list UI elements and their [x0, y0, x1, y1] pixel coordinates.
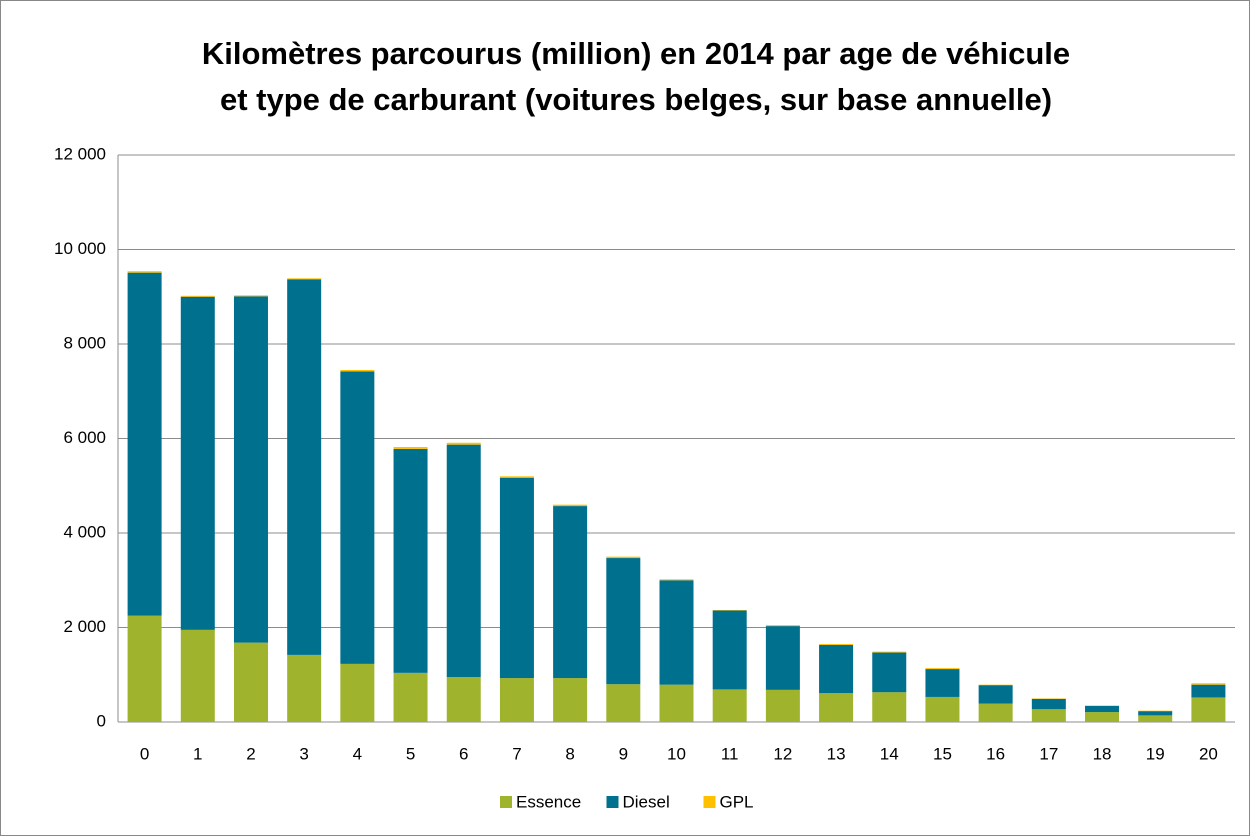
x-tick-label: 13	[827, 744, 846, 763]
bar-segment	[765, 689, 800, 722]
bar-segment	[872, 652, 907, 693]
bar-segment	[819, 644, 854, 694]
bar-segment	[978, 703, 1013, 722]
bar-segment	[233, 642, 268, 722]
bar-segment	[180, 296, 215, 630]
x-tick-label: 19	[1146, 744, 1165, 763]
bar-segment	[393, 447, 428, 449]
bar-segment	[340, 663, 375, 722]
bar-segment	[712, 610, 747, 690]
x-tick-label: 9	[619, 744, 628, 763]
bar-segment	[180, 295, 215, 297]
x-tick-label: 18	[1093, 744, 1112, 763]
bar-segment	[1085, 705, 1120, 713]
y-tick-label: 0	[97, 711, 106, 730]
x-tick-label: 20	[1199, 744, 1218, 763]
bar-segment	[978, 685, 1013, 704]
bar-segment	[1138, 715, 1173, 722]
x-tick-label: 5	[406, 744, 415, 763]
bar-segment	[233, 296, 268, 643]
bar-segment	[1031, 709, 1066, 722]
bar-segment	[712, 689, 747, 722]
x-tick-label: 7	[512, 744, 521, 763]
x-tick-label: 15	[933, 744, 952, 763]
bar-segment	[287, 654, 322, 722]
bar-segment	[1191, 684, 1226, 698]
bar-segment	[1085, 712, 1120, 722]
bar-segment	[872, 651, 907, 653]
bar-segment	[606, 684, 641, 722]
bar-segment	[1191, 683, 1226, 685]
x-tick-label: 2	[246, 744, 255, 763]
y-tick-label: 10 000	[54, 239, 106, 258]
x-tick-label: 11	[721, 744, 739, 763]
legend-swatch	[606, 796, 619, 808]
y-tick-label: 8 000	[63, 333, 106, 352]
bar-segment	[553, 504, 588, 507]
y-tick-label: 12 000	[54, 144, 106, 163]
bar-segment	[659, 684, 694, 722]
legend-swatch	[500, 796, 512, 808]
bar-segment	[127, 271, 162, 273]
bar-segment	[340, 369, 375, 372]
bar-segment	[499, 476, 534, 478]
bar-segment	[819, 693, 854, 722]
x-tick-label: 8	[565, 744, 574, 763]
bar-segment	[1191, 697, 1226, 722]
bar-segment	[393, 448, 428, 673]
x-tick-label: 1	[193, 744, 202, 763]
x-tick-label: 14	[880, 744, 899, 763]
y-tick-label: 6 000	[63, 428, 106, 447]
x-tick-label: 3	[299, 744, 308, 763]
bar-segment	[287, 278, 322, 280]
bar-segment	[606, 556, 641, 559]
bar-segment	[553, 678, 588, 722]
legend-swatch	[703, 796, 716, 808]
bar-segment	[446, 442, 481, 445]
bar-segment	[180, 629, 215, 722]
x-tick-label: 0	[140, 744, 149, 763]
bar-segment	[765, 626, 800, 690]
x-tick-label: 16	[986, 744, 1005, 763]
bar-segment	[1138, 711, 1173, 716]
bar-segment	[659, 580, 694, 685]
bar-segment	[925, 696, 960, 722]
bar-segment	[1031, 698, 1066, 710]
bar-segment	[553, 506, 588, 679]
x-tick-label: 10	[667, 744, 686, 763]
bar-segment	[446, 444, 481, 678]
bar-segment	[925, 668, 960, 670]
bar-segment	[287, 279, 322, 655]
bar-segment	[925, 669, 960, 697]
legend-label: Diesel	[623, 792, 670, 811]
bar-segment	[659, 579, 694, 581]
chart-title: Kilomètres parcourus (million) en 2014 p…	[202, 36, 1070, 71]
bar-segment	[340, 371, 375, 664]
x-tick-label: 12	[773, 744, 792, 763]
bar-segment	[499, 477, 534, 679]
bar-segment	[233, 295, 268, 297]
bar-segment	[606, 558, 641, 685]
legend-label: GPL	[720, 792, 754, 811]
bar-segment	[765, 625, 800, 627]
bar-segment	[819, 644, 854, 645]
y-tick-label: 4 000	[63, 522, 106, 541]
bar-segment	[393, 672, 428, 722]
bar-segment	[446, 677, 481, 722]
bar-segment	[127, 272, 162, 616]
x-tick-label: 4	[353, 744, 362, 763]
x-tick-label: 17	[1039, 744, 1058, 763]
x-tick-label: 6	[459, 744, 468, 763]
chart-title: et type de carburant (voitures belges, s…	[220, 82, 1052, 117]
bar-segment	[872, 692, 907, 722]
legend-label: Essence	[516, 792, 581, 811]
bar-segment	[499, 678, 534, 722]
y-tick-label: 2 000	[63, 617, 106, 636]
bar-segment	[127, 615, 162, 722]
